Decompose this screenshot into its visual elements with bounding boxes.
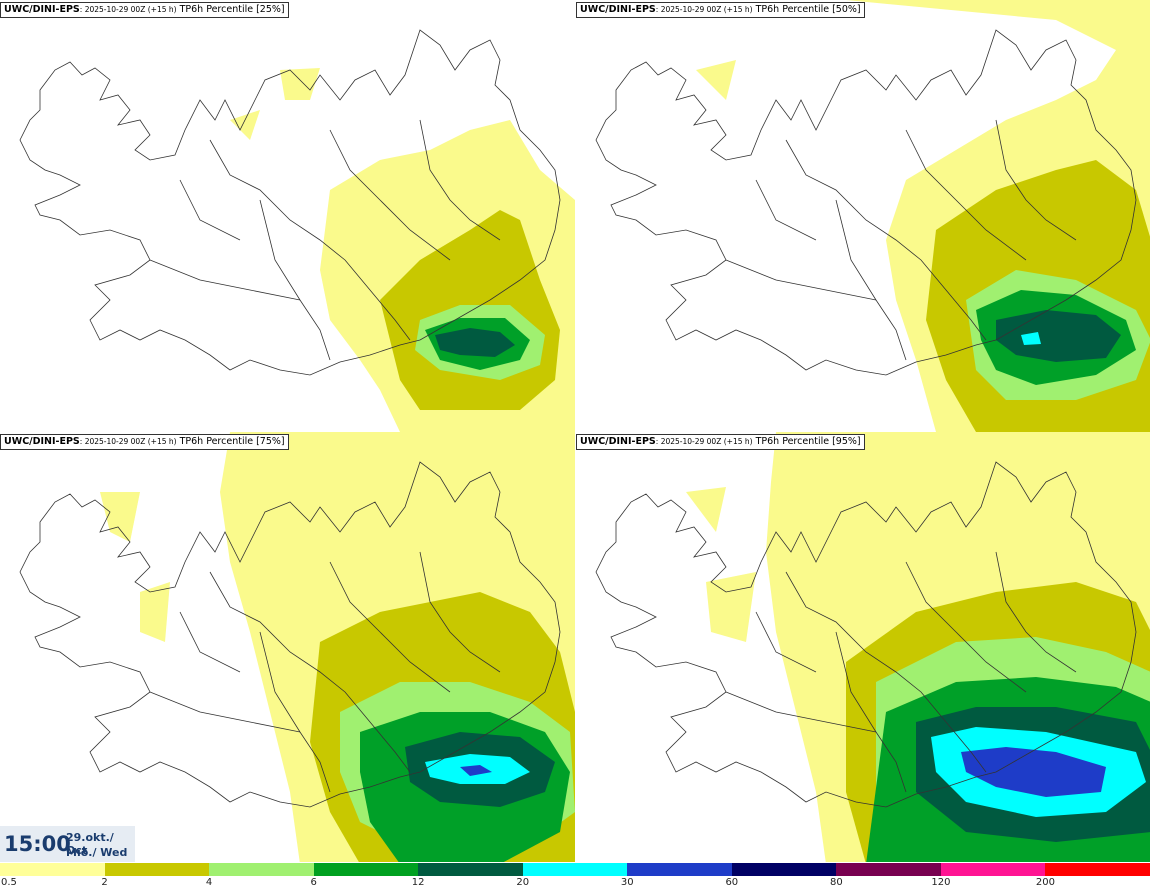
run-info: : 2025-10-29 00Z (+15 h) xyxy=(79,5,177,14)
legend-swatch xyxy=(313,863,419,876)
field-name: TP6h Percentile [95%] xyxy=(755,436,861,447)
panel-header: UWC/DINI-EPS: 2025-10-29 00Z (+15 h) TP6… xyxy=(576,2,865,18)
panel-header: UWC/DINI-EPS: 2025-10-29 00Z (+15 h) TP6… xyxy=(0,434,289,450)
field-name: TP6h Percentile [50%] xyxy=(755,4,861,15)
panel-header: UWC/DINI-EPS: 2025-10-29 00Z (+15 h) TP6… xyxy=(0,2,289,18)
map-panel-p50: UWC/DINI-EPS: 2025-10-29 00Z (+15 h) TP6… xyxy=(576,0,1150,432)
model-name: UWC/DINI-EPS xyxy=(4,4,80,15)
legend-tick-label: 20 xyxy=(516,877,530,888)
precip-area-l1 xyxy=(696,60,736,100)
legend-swatch xyxy=(627,863,732,876)
precip-map xyxy=(19,432,575,864)
legend-tick-label: 0.5 xyxy=(1,877,17,888)
model-name: UWC/DINI-EPS xyxy=(580,436,656,447)
panel-divider xyxy=(575,0,576,862)
legend-swatch xyxy=(104,863,210,876)
legend-swatch xyxy=(418,863,523,876)
precip-map xyxy=(19,29,575,432)
precip-area-l1 xyxy=(706,572,756,642)
valid-date: 29.okt./ Oct xyxy=(66,831,114,857)
precip-area-l1 xyxy=(230,110,260,140)
legend-swatch xyxy=(836,863,941,876)
legend-tick-label: 30 xyxy=(620,877,634,888)
precip-area-l7 xyxy=(961,747,1106,797)
valid-time: 15:00 xyxy=(4,832,71,856)
legend-tick-label: 12 xyxy=(411,877,425,888)
model-name: UWC/DINI-EPS xyxy=(580,4,656,15)
precip-map xyxy=(595,0,1150,432)
precip-map xyxy=(595,432,1150,864)
precip-area-l1 xyxy=(686,487,726,532)
valid-day: Mið./ Wed xyxy=(66,846,128,859)
legend-tick-label: 6 xyxy=(310,877,317,888)
model-name: UWC/DINI-EPS xyxy=(4,436,80,447)
panel-header: UWC/DINI-EPS: 2025-10-29 00Z (+15 h) TP6… xyxy=(576,434,865,450)
precip-area-l5 xyxy=(435,328,515,357)
legend-swatch xyxy=(731,863,837,876)
precip-area-l1 xyxy=(140,582,170,642)
run-info: : 2025-10-29 00Z (+15 h) xyxy=(655,437,753,446)
legend-swatch xyxy=(0,863,105,876)
valid-time-box: 15:00 29.okt./ Oct Mið./ Wed xyxy=(0,826,135,862)
legend-swatch xyxy=(940,863,1046,876)
precip-legend: 0.5 2 4 6 12 20 30 60 80 120 200 xyxy=(0,862,1150,891)
legend-tick-label: 60 xyxy=(725,877,739,888)
legend-swatch xyxy=(209,863,314,876)
legend-swatch xyxy=(1045,863,1150,876)
precip-area-l7 xyxy=(460,765,492,776)
precip-area-l1 xyxy=(280,68,320,100)
legend-tick-label: 120 xyxy=(931,877,951,888)
field-name: TP6h Percentile [25%] xyxy=(179,4,285,15)
run-info: : 2025-10-29 00Z (+15 h) xyxy=(655,5,753,14)
run-info: : 2025-10-29 00Z (+15 h) xyxy=(79,437,177,446)
map-panel-p75: UWC/DINI-EPS: 2025-10-29 00Z (+15 h) TP6… xyxy=(0,432,575,864)
map-panel-p25: UWC/DINI-EPS: 2025-10-29 00Z (+15 h) TP6… xyxy=(0,0,575,432)
field-name: TP6h Percentile [75%] xyxy=(179,436,285,447)
precip-area-l5 xyxy=(996,310,1121,362)
legend-tick-label: 2 xyxy=(101,877,108,888)
precip-area-l6 xyxy=(1021,332,1041,345)
legend-tick-label: 4 xyxy=(205,877,213,888)
legend-colorbar xyxy=(0,863,1150,876)
precip-area-l1 xyxy=(100,492,140,542)
map-panel-p95: UWC/DINI-EPS: 2025-10-29 00Z (+15 h) TP6… xyxy=(576,432,1150,864)
legend-swatch xyxy=(522,863,628,876)
legend-tick-label: 200 xyxy=(1035,877,1055,888)
legend-tick-label: 80 xyxy=(829,877,843,888)
